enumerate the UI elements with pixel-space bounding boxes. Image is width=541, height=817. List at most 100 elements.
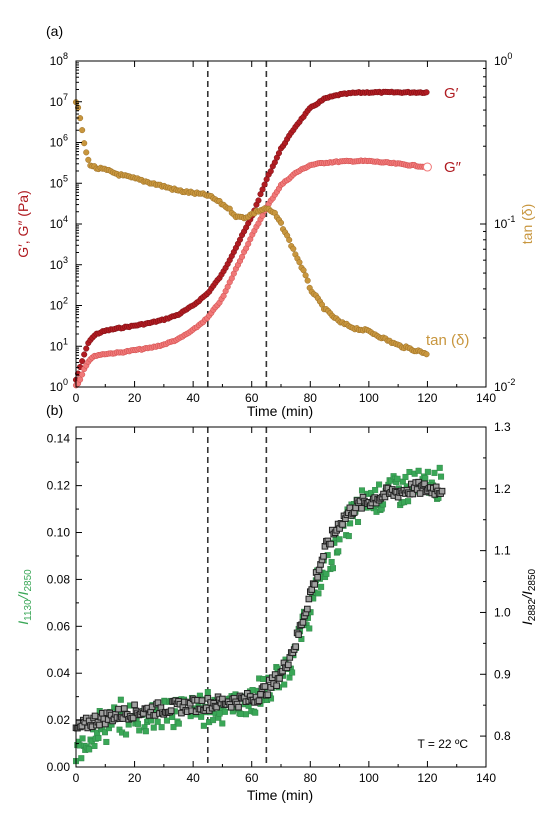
x-tick-label: 60	[245, 771, 259, 785]
data-point-i2882	[96, 721, 103, 729]
panel-b-y2-axis-label: I2882/I2850	[519, 568, 538, 625]
data-point-i2882	[276, 675, 283, 682]
data-point-g-prime	[81, 351, 88, 358]
data-point-i2882	[295, 631, 302, 638]
x-tick-label: 40	[186, 771, 200, 785]
data-point-i2882	[167, 707, 175, 714]
x-tick-label: 0	[73, 771, 80, 785]
data-point-i1130	[175, 720, 182, 727]
data-point-g-prime	[255, 197, 262, 204]
data-point-i2882	[285, 661, 292, 669]
data-point-i2882	[438, 487, 446, 495]
series-g-double-prime	[72, 157, 432, 389]
y-tick-label: 105	[50, 173, 68, 190]
data-point-i2882	[315, 566, 323, 574]
y-tick-label: 101	[50, 336, 68, 353]
data-point-i1130	[158, 724, 165, 731]
data-point-i2882	[273, 682, 280, 689]
data-point-i1130	[260, 675, 267, 682]
data-point-i1130	[336, 536, 343, 543]
y-tick-label: 0.00	[47, 760, 71, 774]
panel-b-y-label-sub1: 1130	[23, 599, 34, 621]
data-point-i1130	[79, 735, 86, 742]
data-point-i1130	[154, 718, 161, 725]
panel-a-y2-axis-label: tan (δ)	[519, 204, 535, 244]
data-point-i1130	[150, 724, 157, 731]
data-point-i2882	[314, 573, 321, 581]
data-point-g-prime	[267, 168, 274, 175]
data-point-g-prime	[83, 345, 90, 352]
data-point-i1130	[101, 729, 108, 736]
data-point-i1130	[436, 464, 443, 471]
panel-b-y2-label-sub1: 2882	[527, 599, 538, 622]
data-point-i1130	[200, 722, 207, 729]
data-point-i1130	[210, 717, 217, 724]
panel-b-y2-ticks: 0.8 0.9 1.0 1.1 1.2 1.3	[480, 420, 511, 743]
y-tick-label: 100	[50, 377, 68, 394]
data-point-i1130	[347, 520, 354, 527]
data-point-i1130	[243, 711, 250, 718]
data-point-i2882	[264, 691, 272, 698]
x-tick-label: 120	[417, 391, 437, 405]
data-point-i1130	[252, 709, 259, 716]
series-label-tan-delta: tan (δ)	[426, 332, 469, 349]
data-point-i1130	[86, 746, 93, 753]
data-point-i1130	[103, 738, 110, 745]
y-tick-label: 104	[50, 214, 68, 231]
data-point-tan-delta	[290, 245, 297, 252]
y2-tick-label: 1.2	[494, 482, 511, 496]
y2-tick-label: 10-1	[494, 214, 515, 231]
data-point-g-double-prime	[79, 371, 86, 378]
data-point-tan-delta	[423, 351, 430, 358]
data-point-i2882	[339, 521, 346, 528]
data-point-i1130	[221, 708, 228, 715]
data-point-i2882	[131, 701, 138, 709]
panel-b-y-ticks: 0.00 0.02 0.04 0.06 0.08 0.10 0.12 0.14	[47, 432, 82, 774]
data-point-i1130	[78, 755, 85, 762]
data-point-i2882	[416, 490, 424, 497]
data-point-i1130	[323, 570, 330, 577]
panel-b-x-ticks: 0 20 40 60 80 100 120 140	[73, 427, 496, 785]
data-point-tan-delta	[85, 156, 92, 163]
series-g-prime	[72, 88, 430, 383]
data-point-i1130	[289, 669, 296, 676]
data-point-i1130	[95, 734, 102, 741]
data-point-tan-delta	[286, 236, 293, 243]
panel-a-x-ticks: 0 20 40 60 80 100 120 140	[73, 61, 496, 405]
x-tick-label: 20	[128, 391, 142, 405]
data-point-i1130	[402, 473, 409, 480]
series-tan-delta	[72, 99, 430, 358]
x-tick-label: 100	[359, 771, 379, 785]
panel-a: (a) 0 20 40 60 80 100 120 140 10010110210310410…	[15, 23, 535, 419]
panel-b-x-axis-label: Time (min)	[247, 787, 313, 803]
data-point-i2882	[305, 595, 313, 603]
data-point-i1130	[306, 625, 313, 632]
data-point-tan-delta	[277, 219, 285, 226]
data-point-i2882	[320, 553, 327, 560]
y2-tick-label: 1.1	[494, 544, 511, 558]
panel-b-y2-label-main: I	[519, 621, 535, 625]
panel-b-series	[72, 464, 446, 765]
panel-a-series	[72, 88, 432, 389]
data-point-i1130	[318, 583, 325, 590]
data-point-i1130	[329, 565, 336, 572]
x-tick-label: 140	[476, 391, 496, 405]
data-point-i1130	[438, 473, 445, 480]
data-point-i1130	[431, 469, 438, 476]
data-point-tan-delta	[79, 127, 86, 134]
data-point-i1130	[372, 487, 379, 494]
y2-tick-label: 1.3	[494, 420, 511, 434]
y2-tick-label: 0.9	[494, 667, 511, 681]
data-point-i1130	[376, 481, 383, 488]
data-point-i1130	[136, 727, 143, 734]
panel-b-y2-label-sep: /I	[519, 591, 535, 600]
data-point-i1130	[315, 590, 322, 597]
panel-b-y-label-sep: /I	[15, 591, 31, 600]
data-point-i2882	[304, 605, 311, 613]
data-point-i2882	[358, 505, 365, 512]
data-point-i1130	[328, 558, 335, 565]
data-point-tan-delta	[81, 140, 88, 147]
panel-a-label: (a)	[46, 23, 63, 39]
data-point-i1130	[204, 689, 211, 696]
data-point-i2882	[227, 703, 235, 711]
